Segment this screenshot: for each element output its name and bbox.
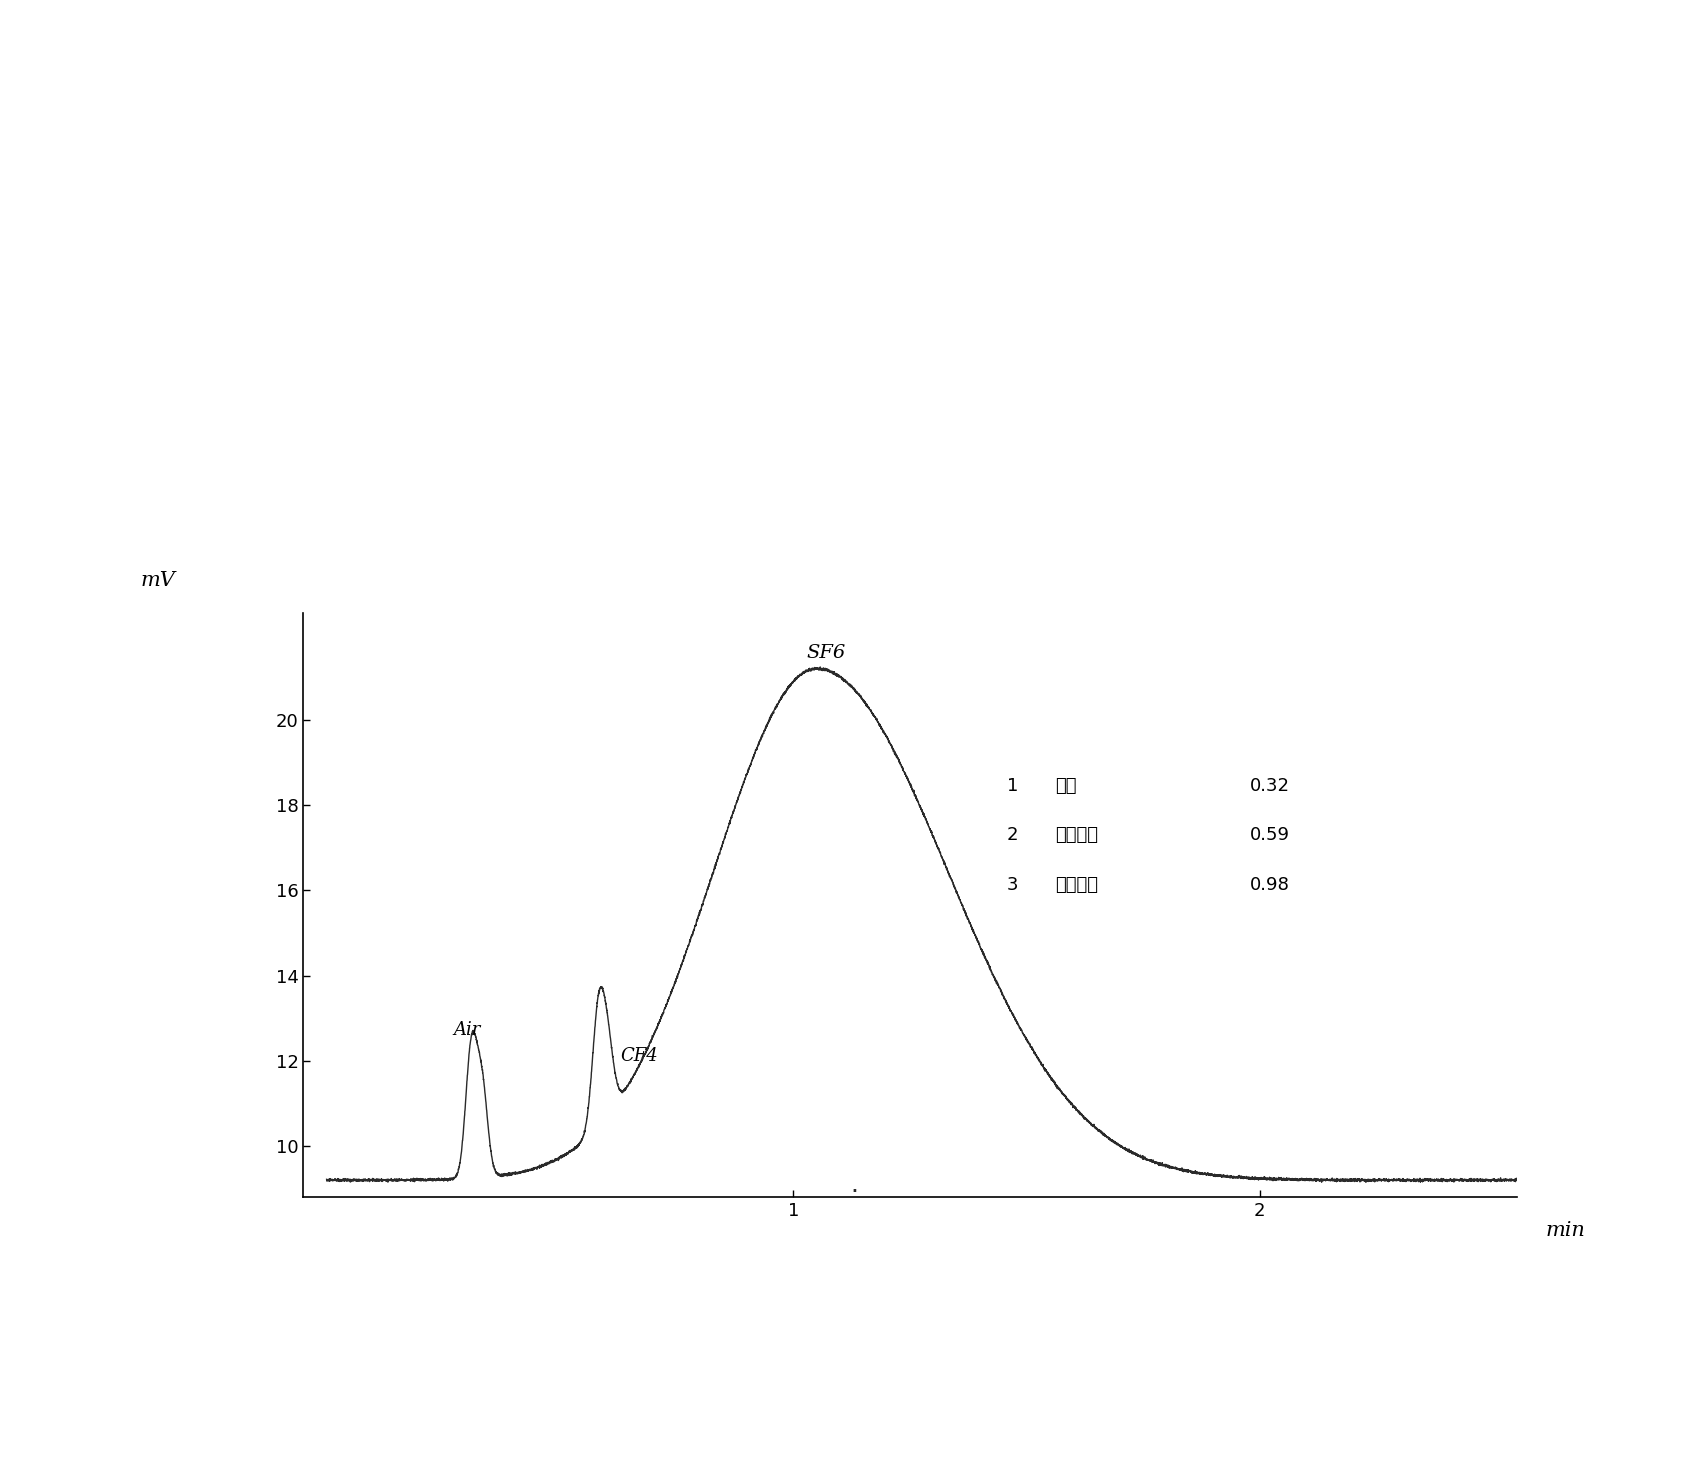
Text: ·: · [849, 1180, 858, 1203]
Text: SF6: SF6 [807, 644, 846, 663]
Text: 0.32: 0.32 [1250, 777, 1289, 794]
Text: 3: 3 [1008, 876, 1018, 894]
Text: 2: 2 [1008, 826, 1018, 844]
Text: 0.59: 0.59 [1250, 826, 1289, 844]
Text: CF4: CF4 [620, 1047, 659, 1064]
Text: 空气: 空气 [1055, 777, 1077, 794]
Text: 四氟化碳: 四氟化碳 [1055, 826, 1099, 844]
X-axis label: min: min [1545, 1221, 1586, 1240]
Text: 0.98: 0.98 [1250, 876, 1289, 894]
Text: Air: Air [453, 1022, 480, 1040]
Text: 1: 1 [1008, 777, 1018, 794]
Y-axis label: mV: mV [140, 571, 175, 590]
Text: 六氟化硫: 六氟化硫 [1055, 876, 1099, 894]
